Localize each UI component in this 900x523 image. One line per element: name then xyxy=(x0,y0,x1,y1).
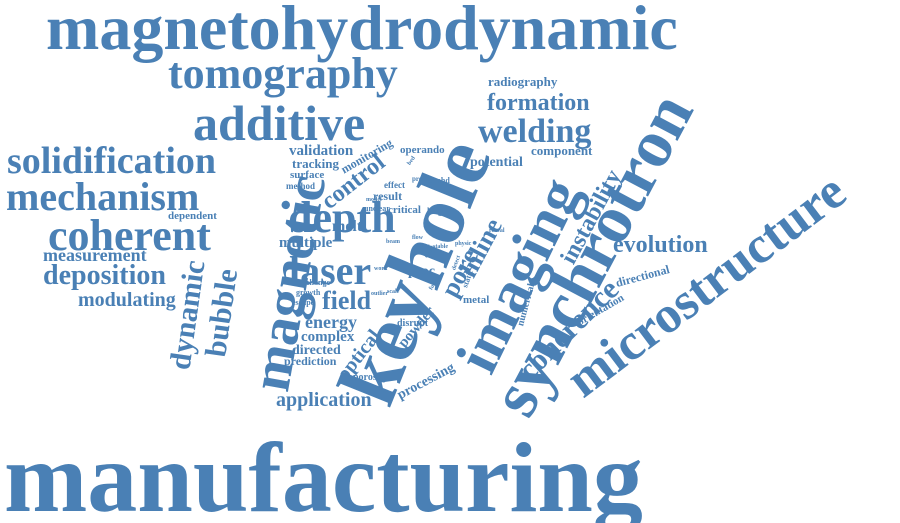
word-mechanism: mechanism xyxy=(6,174,200,219)
word-component: component xyxy=(531,143,593,158)
word-solidification: solidification xyxy=(7,140,217,182)
word-beam: beam xyxy=(386,239,400,245)
word-complex: complex xyxy=(301,329,355,345)
word-flow: flow xyxy=(412,235,423,241)
word-unclear: unclear xyxy=(364,204,390,213)
word-multiple: multiple xyxy=(279,235,333,251)
word-growth: growth xyxy=(296,288,321,297)
word-laser: laser xyxy=(289,248,372,293)
word-prediction: prediction xyxy=(284,354,337,368)
word-radiography: radiography xyxy=(488,74,558,89)
word-melt: melt xyxy=(332,218,363,235)
word-reveal: reveal xyxy=(489,228,505,234)
word-manufacturing: manufacturing xyxy=(4,422,643,523)
word-method: method xyxy=(286,181,315,191)
word-outlier: outlier xyxy=(371,291,388,297)
word-operando: operando xyxy=(400,144,445,156)
word-lpbf: lpbf xyxy=(419,245,430,251)
word-potential: potential xyxy=(470,155,523,170)
word-energy: energy xyxy=(305,312,357,332)
word-magnetohydrodynamic: magnetohydrodynamic xyxy=(46,0,678,63)
word-stable: stable xyxy=(433,244,448,250)
word-scale: scale xyxy=(387,289,400,295)
word-porosity: porosity xyxy=(353,372,388,383)
word-modulating: modulating xyxy=(78,289,176,311)
word-deposition: deposition xyxy=(43,260,166,291)
word-disrupt: disrupt xyxy=(397,318,429,329)
word-escape: escape xyxy=(292,298,315,307)
word-coherent: coherent xyxy=(48,211,211,260)
word-physic: physic xyxy=(455,241,472,247)
word-directed: directed xyxy=(292,343,341,358)
word-temhd: temhd xyxy=(428,176,450,185)
word-effect: effect xyxy=(384,180,405,190)
word-tracking: tracking xyxy=(292,156,339,171)
word-model: model xyxy=(366,197,382,203)
word-larger: larger xyxy=(427,206,451,216)
word-change: change xyxy=(306,278,330,287)
word-measurement: measurement xyxy=(43,245,147,265)
word-profile: profile xyxy=(412,175,432,183)
word-surface: surface xyxy=(290,169,325,181)
word-result: result xyxy=(373,189,403,203)
word-formation: formation xyxy=(487,90,590,116)
word-metal: metal xyxy=(463,294,490,306)
word-proc: proc xyxy=(408,264,435,279)
word-critical: critical xyxy=(388,204,421,216)
word-welding: welding xyxy=(478,113,592,150)
word-application: application xyxy=(276,389,372,411)
word-depth: depth xyxy=(288,193,396,242)
word-field: field xyxy=(322,286,372,315)
word-dependent: dependent xyxy=(168,210,217,222)
word-evolution: evolution xyxy=(613,232,708,258)
word-additive: additive xyxy=(193,95,366,151)
word-work: work xyxy=(374,266,388,272)
word-validation: validation xyxy=(289,143,354,159)
word-tomography: tomography xyxy=(168,49,398,98)
